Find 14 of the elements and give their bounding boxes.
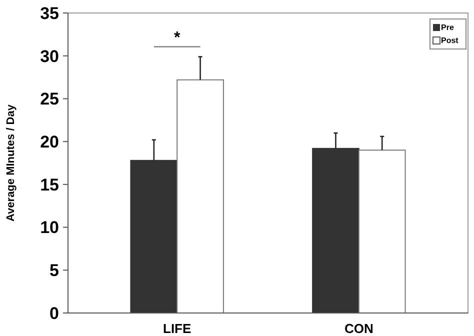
y-axis-title: Average MInutes / Day: [5, 104, 17, 222]
y-tick-label: 0: [50, 304, 59, 323]
y-tick-label: 10: [40, 218, 59, 238]
text: Post: [441, 36, 459, 45]
legend-label: Pre: [441, 22, 454, 32]
y-tick-label: 35: [40, 4, 59, 23]
y-tick-label: 15: [40, 175, 59, 194]
y-tick-label: 20: [40, 132, 59, 152]
y-tick-label: 25: [40, 90, 59, 109]
y-tick-label: 30: [40, 46, 59, 66]
y-tick-label: 5: [50, 261, 59, 280]
annotation: *: [174, 30, 181, 47]
x-tick-label: CON: [344, 321, 374, 336]
x-tick-label: LIFE: [163, 321, 192, 336]
